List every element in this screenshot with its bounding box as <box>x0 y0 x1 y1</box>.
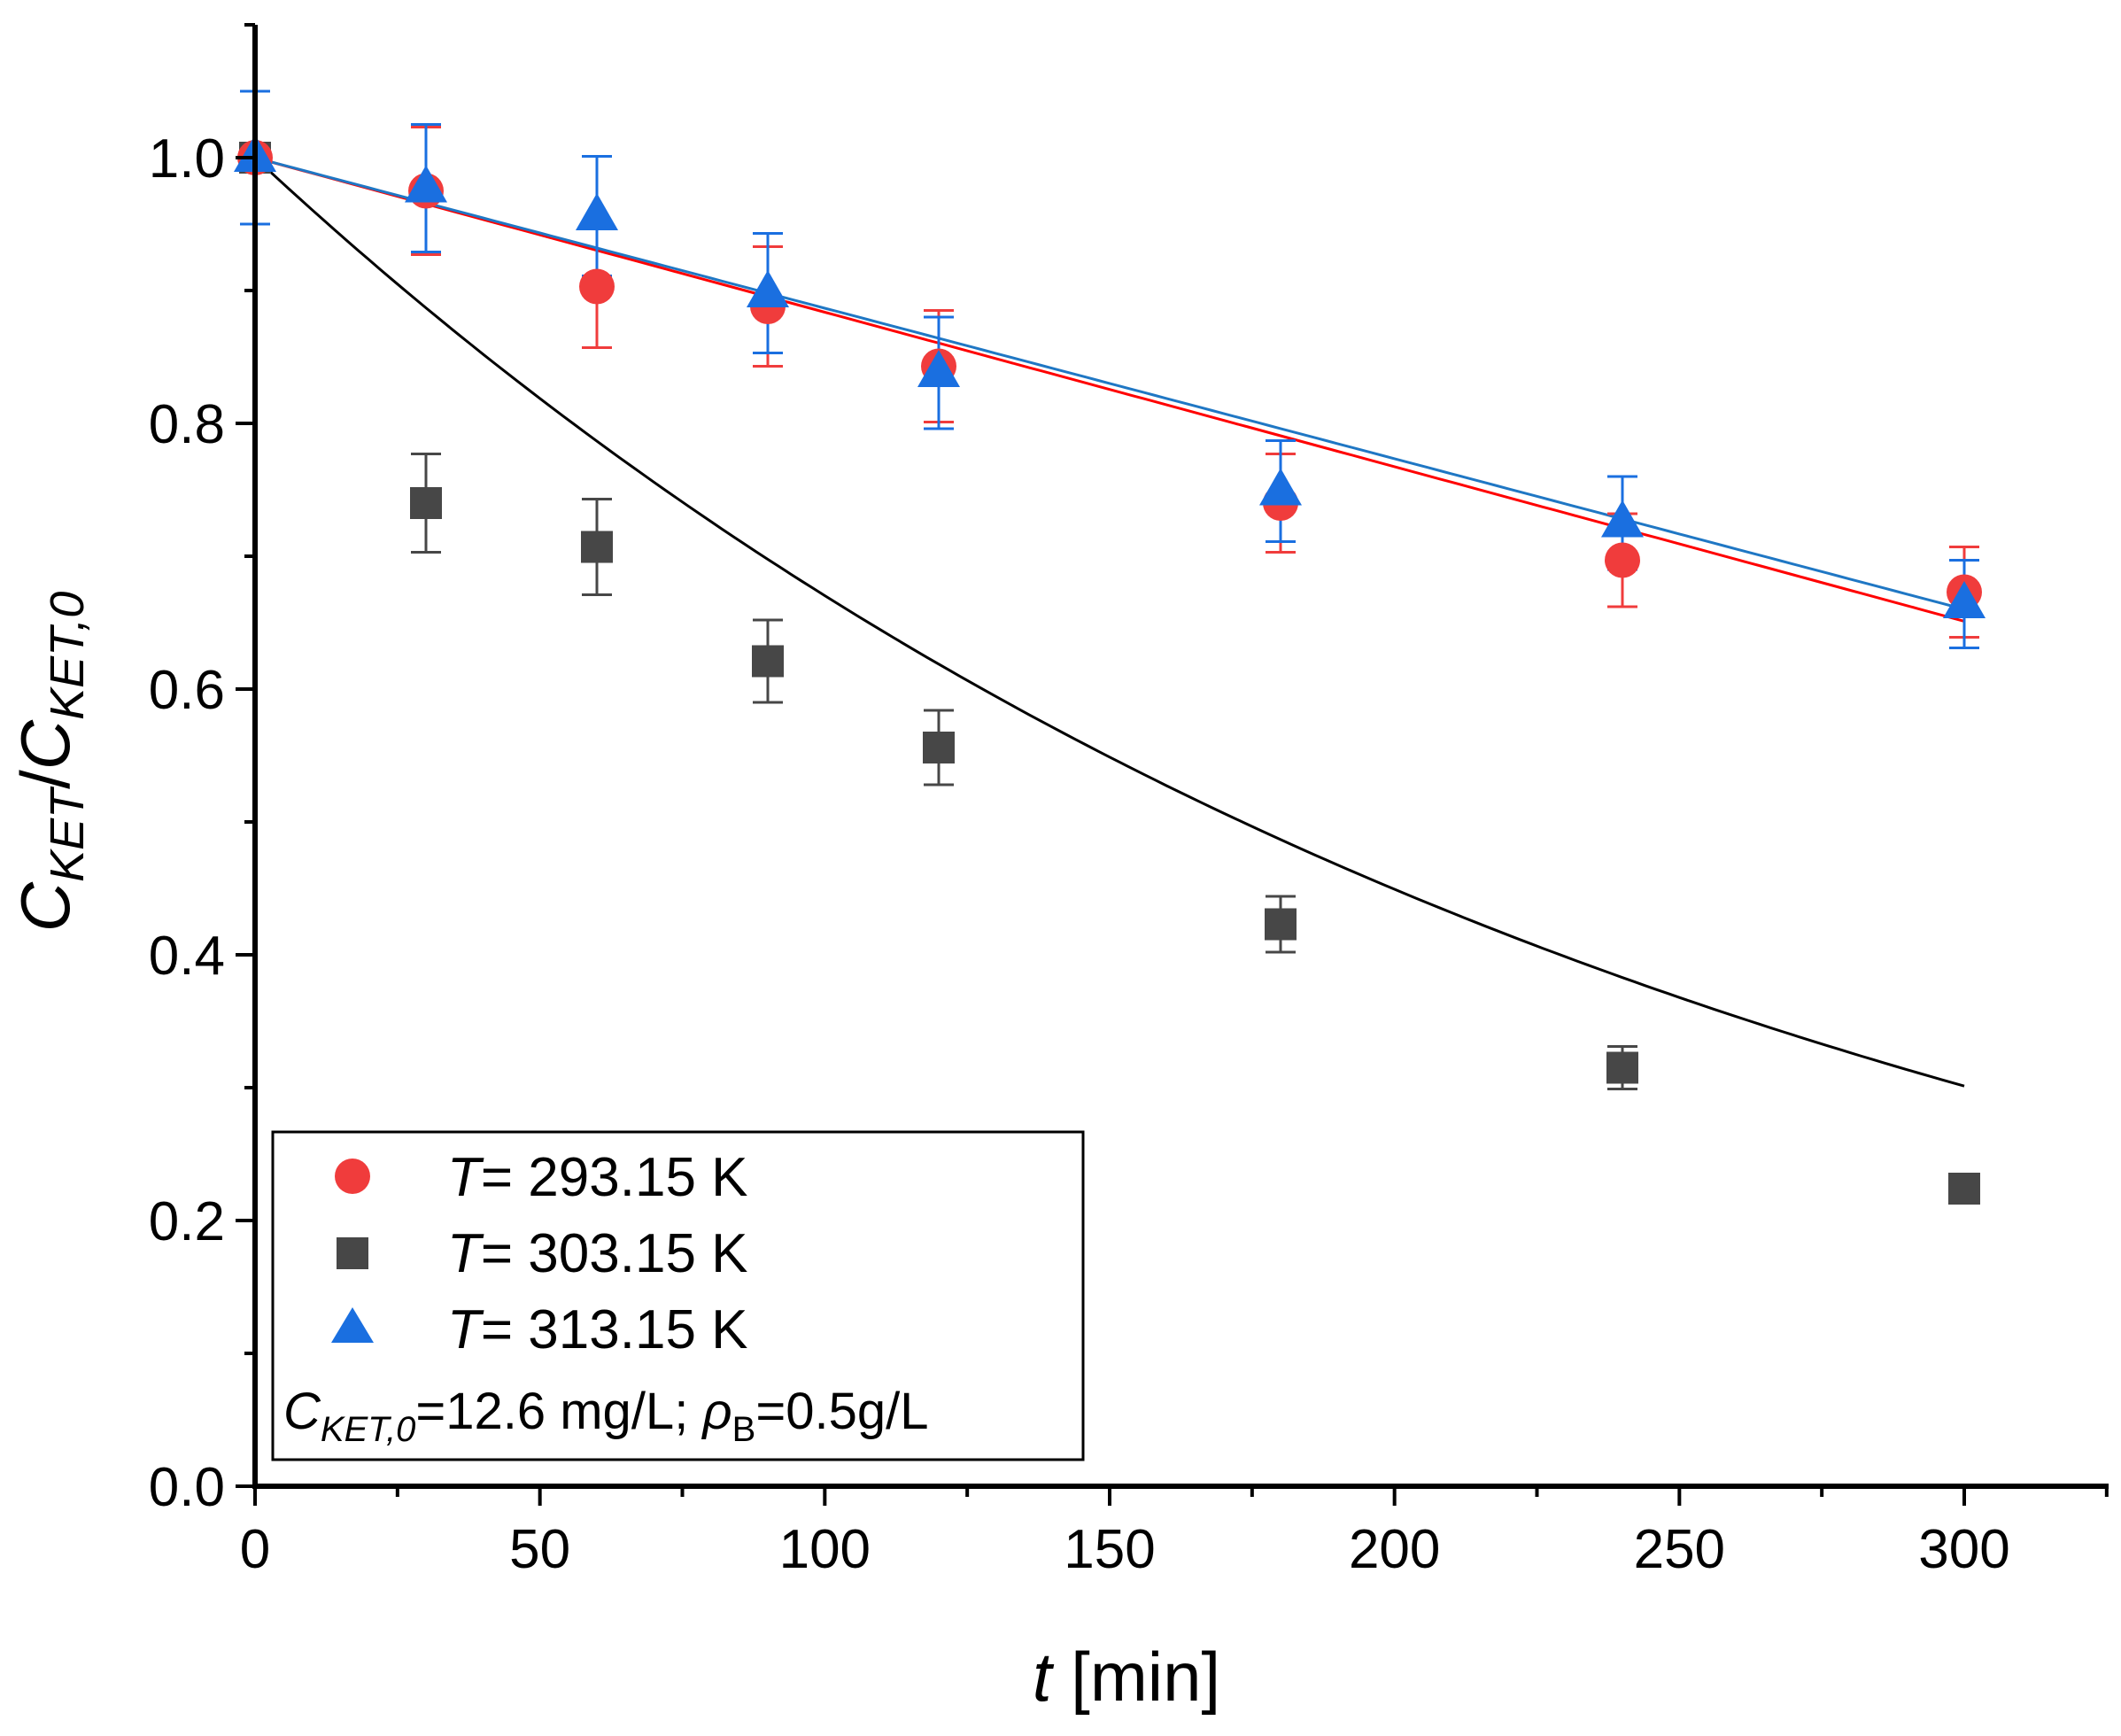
data-point-square <box>1606 1051 1638 1084</box>
legend-label-303: T= 303.15 K <box>447 1223 748 1284</box>
axis-ticks <box>236 23 2109 1506</box>
legend-box <box>271 1130 1085 1461</box>
y-tick-label: 0.6 <box>149 660 225 721</box>
x-tick-label: 200 <box>1349 1519 1440 1580</box>
data-point-circle <box>579 268 615 305</box>
legend-label-293-var: T <box>447 1147 484 1208</box>
annotation-c-sub: KET,0 <box>321 1410 415 1449</box>
data-point-square <box>752 645 784 678</box>
fit-curves <box>253 156 1965 1088</box>
x-axis-unit: [min] <box>1051 1638 1220 1716</box>
legend-marker-313 <box>331 1307 374 1343</box>
x-tick-label: 300 <box>1918 1519 2009 1580</box>
legend-label-313: T= 313.15 K <box>447 1299 748 1360</box>
y-axis-c0-sub: KET,0 <box>41 592 94 720</box>
y-axis-c: C <box>6 881 84 932</box>
legend-label-303-var: T <box>447 1223 484 1284</box>
legend-marker-293 <box>335 1159 370 1194</box>
x-tick-label: 250 <box>1634 1519 1725 1580</box>
legend-label-303-rest: = 303.15 K <box>481 1223 748 1284</box>
x-tick-label: 50 <box>509 1519 570 1580</box>
data-point-triangle <box>1259 468 1302 506</box>
x-axis-variable: t <box>1033 1638 1055 1716</box>
x-tick-label: 0 <box>240 1519 270 1580</box>
data-point-square <box>1948 1173 1980 1205</box>
legend-marker-303 <box>337 1237 368 1269</box>
fit-curve <box>254 156 1965 623</box>
y-axis-title: CKET/CKET,0 <box>6 592 94 933</box>
legend-label-313-var: T <box>447 1299 484 1360</box>
data-point-square <box>581 531 613 563</box>
x-axis-title: t [min] <box>1033 1638 1220 1716</box>
legend-label-313-rest: = 313.15 K <box>481 1299 748 1360</box>
y-axis-c-sub: KET <box>41 786 94 882</box>
y-tick-label: 1.0 <box>149 128 225 190</box>
fit-curve <box>254 156 1965 611</box>
fit-curve <box>253 156 1965 1088</box>
data-point-triangle <box>747 270 789 307</box>
y-tick-label: 0.2 <box>149 1191 225 1252</box>
legend-annotation: CKET,0=12.6 mg/L; ρB=0.5g/L <box>283 1383 928 1449</box>
annotation-rho-rest: =0.5g/L <box>755 1383 928 1440</box>
x-tick-label: 150 <box>1064 1519 1155 1580</box>
annotation-rho-sub: B <box>732 1410 756 1449</box>
annotation-c: C <box>283 1383 321 1440</box>
data-point-square <box>1265 908 1297 941</box>
y-axis-c0: C <box>6 719 84 770</box>
data-markers <box>234 135 1986 1205</box>
annotation-c-rest: =12.6 mg/L; <box>415 1383 702 1440</box>
data-point-square <box>410 487 442 519</box>
y-tick-label: 0.0 <box>149 1457 225 1518</box>
data-point-triangle <box>1601 500 1644 538</box>
y-tick-label: 0.8 <box>149 394 225 455</box>
data-point-square <box>923 732 955 763</box>
tick-labels: 0 50 100 150 200 250 300 0.0 0.2 0.4 0.6 0.8 1.0 <box>149 128 2010 1580</box>
legend-label-293-rest: = 293.15 K <box>481 1147 748 1208</box>
data-point-triangle <box>917 350 960 387</box>
x-tick-label: 100 <box>779 1519 871 1580</box>
data-point-triangle <box>576 193 618 230</box>
data-point-triangle <box>1943 581 1986 618</box>
legend-label-293: T= 293.15 K <box>447 1147 748 1208</box>
data-point-triangle <box>405 165 447 203</box>
y-axis-slash: / <box>6 770 84 789</box>
legend: T= 293.15 K T= 303.15 K T= 313.15 K CKET… <box>271 1130 1085 1461</box>
annotation-rho: ρ <box>701 1383 732 1440</box>
y-tick-label: 0.4 <box>149 926 225 987</box>
data-point-circle <box>1605 542 1640 578</box>
